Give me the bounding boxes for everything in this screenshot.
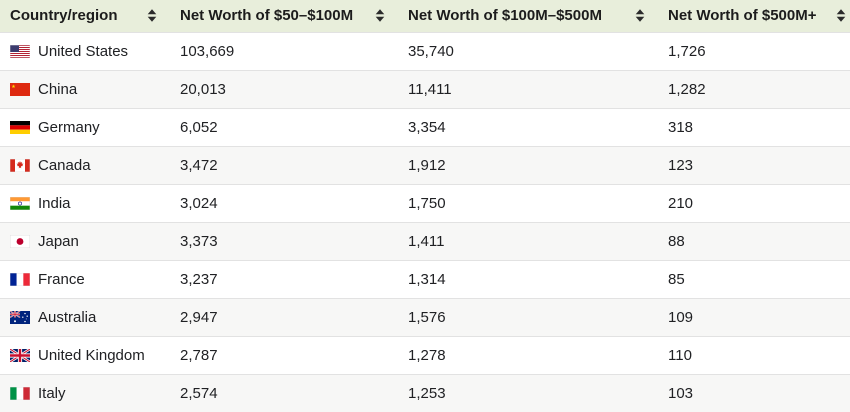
united-kingdom-flag-icon xyxy=(10,348,30,362)
sort-icon[interactable] xyxy=(635,9,645,22)
country-cell: France xyxy=(0,259,170,298)
column-header-networth-50-100m[interactable]: Net Worth of $50–$100M xyxy=(170,0,398,33)
sort-icon[interactable] xyxy=(147,9,157,22)
canada-flag-icon xyxy=(10,158,30,172)
table-row: Germany 6,052 3,354 318 xyxy=(0,107,850,146)
value-cell: 85 xyxy=(658,259,850,298)
value-cell: 1,750 xyxy=(398,183,658,222)
australia-flag-icon xyxy=(10,310,30,324)
value-cell: 3,237 xyxy=(170,259,398,298)
column-header-label: Net Worth of $500M+ xyxy=(668,7,817,25)
japan-flag-icon xyxy=(10,234,30,248)
country-name: Australia xyxy=(38,308,97,326)
value-cell: 1,314 xyxy=(398,259,658,298)
header-row: Country/region Net Worth of $50–$100M Ne… xyxy=(0,0,850,33)
country-cell: Canada xyxy=(0,145,170,184)
column-header-label: Net Worth of $50–$100M xyxy=(180,7,354,25)
value-cell: 318 xyxy=(658,107,850,146)
germany-flag-icon xyxy=(10,120,30,134)
value-cell: 2,947 xyxy=(170,297,398,336)
value-cell: 3,024 xyxy=(170,183,398,222)
table-row: Italy 2,574 1,253 103 xyxy=(0,373,850,412)
country-name: India xyxy=(38,194,71,212)
table-row: Japan 3,373 1,411 88 xyxy=(0,221,850,260)
country-cell: China xyxy=(0,69,170,108)
sort-icon[interactable] xyxy=(375,9,385,22)
value-cell: 1,411 xyxy=(398,221,658,260)
table-row: United States 103,669 35,740 1,726 xyxy=(0,32,850,70)
country-cell: Japan xyxy=(0,221,170,260)
country-cell: United Kingdom xyxy=(0,335,170,374)
value-cell: 1,278 xyxy=(398,335,658,374)
value-cell: 1,912 xyxy=(398,145,658,184)
value-cell: 2,787 xyxy=(170,335,398,374)
value-cell: 88 xyxy=(658,221,850,260)
value-cell: 3,373 xyxy=(170,221,398,260)
country-name: Germany xyxy=(38,118,100,136)
column-header-networth-500m-plus[interactable]: Net Worth of $500M+ xyxy=(658,0,850,33)
column-header-networth-100-500m[interactable]: Net Worth of $100M–$500M xyxy=(398,0,658,33)
table-row: France 3,237 1,314 85 xyxy=(0,259,850,298)
value-cell: 35,740 xyxy=(408,42,454,60)
france-flag-icon xyxy=(10,272,30,286)
united-states-flag-icon xyxy=(10,44,30,58)
value-cell: 103 xyxy=(658,373,850,412)
table-row: Australia 2,947 1,576 109 xyxy=(0,297,850,336)
country-name: Japan xyxy=(38,232,79,250)
italy-flag-icon xyxy=(10,386,30,400)
country-name: United States xyxy=(38,42,129,60)
table-row: Canada 3,472 1,912 123 xyxy=(0,145,850,184)
value-cell: 3,472 xyxy=(170,145,398,184)
value-cell: 11,411 xyxy=(398,69,658,108)
value-cell: 2,574 xyxy=(170,373,398,412)
country-cell: Germany xyxy=(0,107,170,146)
value-cell: 1,253 xyxy=(398,373,658,412)
value-cell: 6,052 xyxy=(170,107,398,146)
country-name: Italy xyxy=(38,384,66,402)
value-cell: 123 xyxy=(658,145,850,184)
country-name: United Kingdom xyxy=(38,346,145,364)
table-row: India 3,024 1,750 210 xyxy=(0,183,850,222)
column-header-country[interactable]: Country/region xyxy=(0,0,170,33)
sort-icon[interactable] xyxy=(836,9,846,22)
value-cell: 1,726 xyxy=(668,42,706,60)
table-row: China 20,013 11,411 1,282 xyxy=(0,69,850,108)
column-header-label: Net Worth of $100M–$500M xyxy=(408,7,602,25)
country-cell: Italy xyxy=(0,373,170,412)
value-cell: 1,576 xyxy=(398,297,658,336)
value-cell: 109 xyxy=(658,297,850,336)
country-cell: Australia xyxy=(0,297,170,336)
country-name: China xyxy=(38,80,78,98)
value-cell: 20,013 xyxy=(170,69,398,108)
column-header-label: Country/region xyxy=(10,7,118,25)
country-name: Canada xyxy=(38,156,91,174)
value-cell: 210 xyxy=(658,183,850,222)
value-cell: 103,669 xyxy=(180,42,235,60)
value-cell: 1,282 xyxy=(658,69,850,108)
value-cell: 3,354 xyxy=(398,107,658,146)
value-cell: 110 xyxy=(658,335,850,374)
country-cell: United States xyxy=(0,32,170,70)
table-row: United Kingdom 2,787 1,278 110 xyxy=(0,335,850,374)
china-flag-icon xyxy=(10,82,30,96)
india-flag-icon xyxy=(10,196,30,210)
country-cell: India xyxy=(0,183,170,222)
country-name: France xyxy=(38,270,85,288)
